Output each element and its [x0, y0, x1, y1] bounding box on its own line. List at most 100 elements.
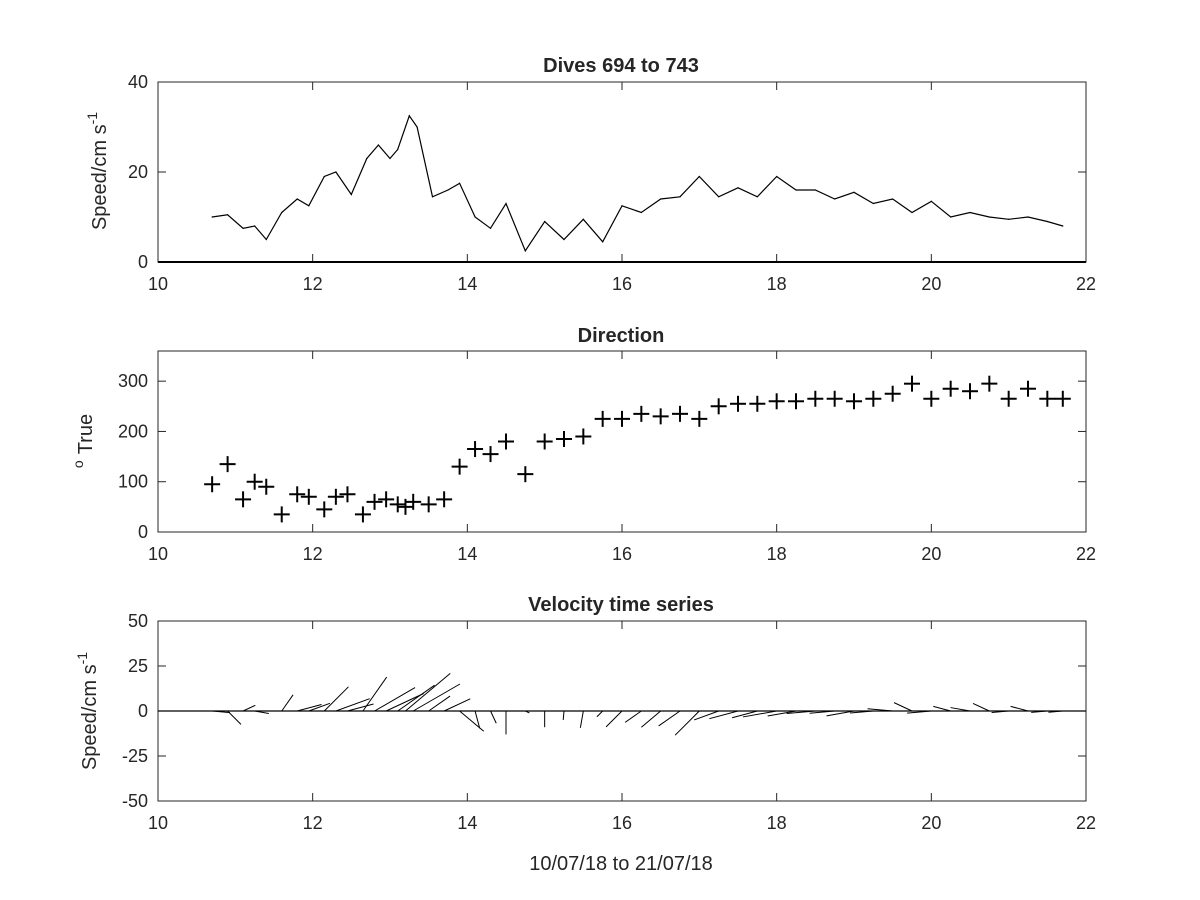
direction-marker — [235, 491, 252, 508]
velocity-stick — [254, 710, 269, 714]
velocity-stick — [443, 698, 471, 712]
velocity-stick — [596, 710, 604, 718]
speed-data-point — [296, 198, 298, 200]
velocity-stick — [525, 710, 530, 714]
speed-panel-ylabel: Speed/cm s-1 — [84, 112, 111, 230]
speed-data-point — [416, 126, 418, 128]
speed-data-point — [524, 250, 526, 252]
direction-x-tick-label: 16 — [612, 544, 632, 564]
direction-marker — [273, 506, 290, 523]
velocity-stick — [1010, 705, 1029, 712]
direction-marker — [1039, 390, 1056, 407]
speed-data-point — [911, 211, 913, 214]
direction-ylabel-prefix: o — [70, 460, 86, 468]
speed-data-point — [335, 171, 337, 173]
velocity-stick — [867, 708, 893, 712]
velocity-stick — [308, 702, 331, 712]
velocity-stick — [641, 710, 661, 728]
speed-data-point — [489, 227, 492, 229]
speed-data-point — [431, 196, 434, 198]
speed-data-point — [377, 144, 379, 146]
direction-panel-ylabel: o True — [70, 414, 97, 468]
velocity-y-tick-label: 0 — [138, 701, 148, 721]
direction-ylabel-text: True — [75, 414, 97, 454]
speed-data-point — [563, 238, 565, 241]
velocity-stick — [950, 707, 971, 712]
velocity-x-tick-label: 12 — [303, 813, 323, 833]
velocity-stick — [490, 710, 497, 724]
speed-data-point — [872, 202, 874, 205]
velocity-stick — [731, 710, 758, 719]
direction-marker — [768, 393, 785, 410]
velocity-stick — [742, 710, 777, 718]
velocity-stick — [405, 673, 451, 712]
direction-marker — [846, 393, 862, 410]
velocity-stick — [767, 710, 797, 717]
velocity-stick — [242, 704, 256, 712]
velocity-x-tick-label: 18 — [767, 813, 787, 833]
direction-marker — [300, 488, 317, 505]
speed-x-tick-label: 20 — [921, 274, 941, 294]
speed-data-point — [1046, 220, 1048, 223]
velocity-stick — [907, 710, 932, 714]
speed-data-point — [698, 175, 700, 178]
direction-y-tick-label: 100 — [118, 472, 148, 492]
direction-marker — [536, 433, 553, 450]
speed-data-point — [544, 220, 546, 223]
speed-data-point — [795, 189, 797, 191]
direction-marker — [962, 383, 978, 400]
direction-marker — [327, 488, 344, 505]
direction-marker — [981, 375, 998, 392]
direction-marker — [556, 430, 572, 447]
velocity-stick — [562, 710, 565, 721]
direction-marker — [354, 506, 371, 523]
direction-marker — [339, 486, 356, 503]
direction-marker — [289, 486, 306, 503]
velocity-stick — [693, 710, 719, 721]
speed-panel: Dives 694 to 743 10 12 14 16 18 20 22 0 20 40 Spe… — [84, 55, 1096, 294]
direction-panel-title: Direction — [578, 325, 665, 347]
direction-marker — [672, 405, 688, 422]
velocity-stick — [809, 710, 835, 714]
velocity-x-tick-label: 20 — [921, 813, 941, 833]
direction-x-tick-label: 14 — [457, 544, 477, 564]
speed-data-point — [350, 193, 352, 196]
speed-data-point — [950, 216, 952, 218]
speed-data-point — [930, 200, 932, 202]
velocity-y-tick-label: -50 — [122, 791, 148, 811]
velocity-stick — [893, 702, 913, 712]
direction-marker — [1000, 390, 1017, 407]
speed-data-point — [892, 198, 894, 200]
velocity-stick — [281, 694, 294, 712]
direction-marker — [1020, 380, 1036, 397]
direction-marker — [316, 501, 333, 518]
direction-marker — [467, 441, 484, 458]
direction-marker — [420, 496, 437, 513]
direction-marker — [204, 476, 221, 493]
velocity-stick — [397, 684, 435, 712]
direction-y-tick-label: 200 — [118, 421, 148, 441]
speed-data-point — [853, 191, 855, 193]
direction-marker — [865, 390, 882, 407]
speed-data-point — [718, 196, 720, 198]
speed-data-point — [389, 157, 391, 160]
direction-x-tick-label: 18 — [767, 544, 787, 564]
speed-data-point — [366, 157, 368, 160]
direction-marker — [366, 493, 383, 510]
velocity-stick — [212, 710, 231, 714]
direction-marker — [575, 428, 592, 445]
velocity-stick — [323, 686, 349, 712]
speed-data-point — [988, 216, 990, 218]
speed-series-line — [212, 114, 1063, 253]
velocity-stick — [412, 683, 461, 712]
speed-data-point — [505, 202, 507, 205]
direction-marker — [633, 405, 650, 422]
speed-data-point — [602, 241, 604, 243]
speed-axes: 10 12 14 16 18 20 22 0 20 40 — [128, 72, 1096, 294]
direction-marker — [378, 491, 395, 508]
speed-data-point — [265, 238, 267, 241]
direction-marker — [258, 478, 275, 495]
velocity-stick — [335, 698, 370, 712]
direction-marker — [942, 380, 959, 397]
